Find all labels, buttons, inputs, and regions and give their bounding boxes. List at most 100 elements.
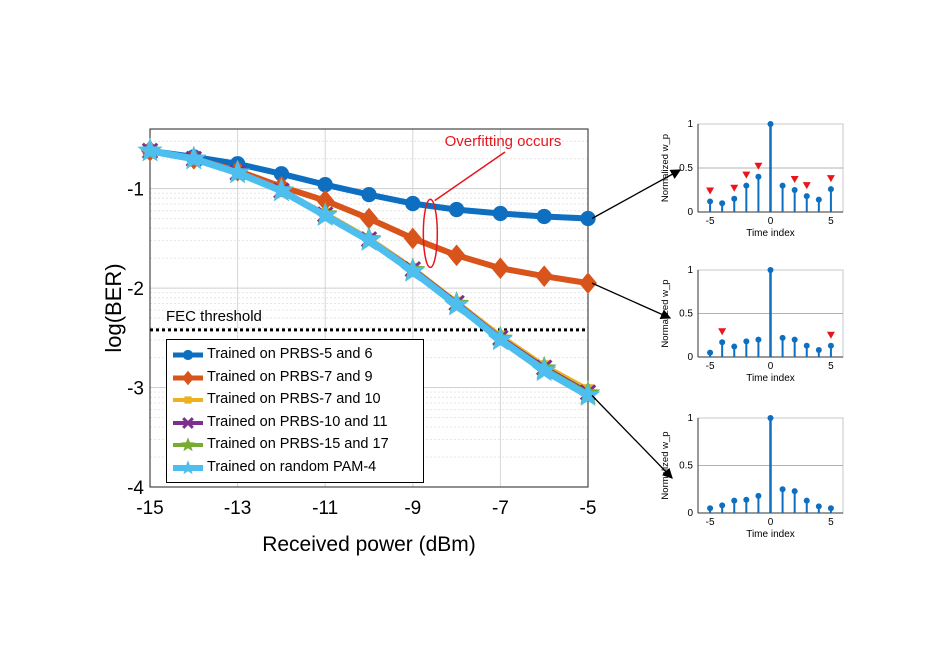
inset-y-label: Normalized w_p bbox=[660, 431, 671, 499]
inset-y-tick: 1 bbox=[687, 119, 693, 130]
inset-stem-head bbox=[827, 342, 834, 349]
inset-stem-head bbox=[767, 415, 774, 421]
legend-entry: Trained on PRBS-5 and 6 bbox=[167, 345, 423, 367]
series-point bbox=[225, 159, 250, 184]
inset-y-label: Normalized w_p bbox=[660, 134, 671, 202]
inset-stem-head bbox=[779, 182, 786, 189]
series-point bbox=[531, 357, 557, 382]
inset-y-tick: 0 bbox=[687, 207, 693, 218]
inset-y-tick: 0.5 bbox=[679, 461, 693, 472]
series-point bbox=[273, 166, 290, 182]
y-tick-label: -2 bbox=[127, 279, 144, 300]
series-point bbox=[448, 201, 465, 218]
callout-arrow bbox=[591, 282, 672, 320]
series-point bbox=[447, 244, 466, 267]
legend-swatch-marker bbox=[180, 437, 196, 452]
inset-y-tick: 0.5 bbox=[679, 309, 693, 320]
y-axis-label: log(BER) bbox=[101, 263, 126, 352]
fec-threshold-label: FEC threshold bbox=[166, 308, 262, 325]
inset-stem-head bbox=[719, 502, 726, 509]
legend: Trained on PRBS-5 and 6 Trained on PRBS-7… bbox=[166, 339, 424, 483]
y-tick-label: -4 bbox=[127, 478, 144, 499]
x-tick-label: -11 bbox=[312, 498, 338, 519]
legend-swatch bbox=[173, 349, 203, 361]
inset-stem-head bbox=[731, 195, 738, 202]
overfitting-label: Overfitting occurs bbox=[445, 133, 562, 150]
series-point bbox=[356, 227, 382, 251]
inset-stem-head bbox=[815, 347, 822, 354]
inset-triangle-marker bbox=[802, 182, 811, 190]
inset-stem-head bbox=[791, 187, 798, 193]
inset-y-tick: 0.5 bbox=[679, 163, 693, 174]
inset-stem-head bbox=[827, 186, 834, 193]
legend-label: Trained on random PAM-4 bbox=[207, 458, 377, 475]
inset-chart-3: -5 0 5 0 0.5 1 Time index Normalized w_p bbox=[660, 413, 844, 540]
inset-stem-head bbox=[719, 339, 726, 346]
inset-triangle-marker bbox=[754, 162, 763, 170]
inset-triangle-marker bbox=[718, 328, 727, 336]
inset-y-tick: 0 bbox=[687, 352, 693, 363]
inset-x-tick: 0 bbox=[768, 517, 774, 528]
inset-x-tick: -5 bbox=[706, 216, 715, 227]
inset-stem-head bbox=[791, 488, 798, 495]
inset-stem-head bbox=[815, 196, 822, 203]
series-point bbox=[579, 272, 597, 294]
inset-triangle-marker bbox=[730, 184, 739, 192]
inset-charts: -5 0 5 0 0.5 1 Time index Normalized w_p -5 0 5 0 0.… bbox=[660, 119, 844, 540]
inset-stem-head bbox=[779, 334, 786, 341]
legend-swatch-marker bbox=[182, 370, 194, 385]
inset-chart-1: -5 0 5 0 0.5 1 Time index Normalized w_p bbox=[660, 119, 844, 239]
inset-triangle-marker bbox=[706, 187, 715, 195]
legend-swatch bbox=[173, 396, 203, 404]
series-point bbox=[536, 208, 552, 225]
inset-stem-head bbox=[755, 173, 762, 180]
legend-label: Trained on PRBS-15 and 17 bbox=[207, 436, 389, 452]
legend-swatch bbox=[173, 459, 203, 474]
series-point bbox=[400, 258, 426, 282]
legend-swatch-marker bbox=[184, 396, 192, 404]
series-point bbox=[181, 145, 207, 170]
inset-stem-head bbox=[767, 121, 774, 127]
legend-swatch bbox=[173, 416, 203, 429]
inset-x-label: Time index bbox=[746, 529, 795, 540]
inset-stem-head bbox=[731, 343, 738, 350]
series-point bbox=[312, 202, 338, 226]
inset-stem-head bbox=[743, 496, 750, 503]
inset-x-tick: 0 bbox=[768, 361, 774, 372]
inset-stem-head bbox=[767, 267, 774, 273]
overfitting-pointer bbox=[434, 151, 506, 202]
legend-swatch-marker bbox=[182, 416, 194, 429]
inset-x-tick: 0 bbox=[768, 216, 774, 227]
plot-border bbox=[149, 128, 589, 488]
inset-triangle-marker bbox=[790, 176, 799, 183]
inset-stem-head bbox=[815, 503, 822, 510]
inset-y-tick: 1 bbox=[687, 265, 693, 276]
series-point bbox=[403, 227, 422, 250]
inset-stem-head bbox=[707, 505, 714, 512]
inset-x-tick: 5 bbox=[828, 361, 834, 372]
series-point bbox=[317, 177, 333, 193]
inset-stem-head bbox=[743, 182, 750, 189]
legend-swatch bbox=[173, 370, 203, 385]
y-tick-label: -1 bbox=[127, 180, 144, 201]
inset-triangle-marker bbox=[826, 331, 835, 339]
x-tick-label: -5 bbox=[580, 498, 597, 519]
series-point bbox=[580, 210, 596, 227]
main-series: Overfitting occurs bbox=[137, 133, 601, 406]
x-tick-label: -15 bbox=[136, 498, 163, 519]
inset-stem-head bbox=[779, 486, 786, 493]
inset-stem-head bbox=[803, 193, 810, 200]
inset-stem-head bbox=[803, 497, 810, 504]
inset-triangle-marker bbox=[826, 175, 835, 183]
series-point bbox=[137, 137, 163, 162]
series-point bbox=[444, 292, 469, 316]
legend-swatch-marker bbox=[180, 459, 196, 474]
legend-swatch-marker bbox=[182, 349, 194, 361]
series-point bbox=[405, 195, 421, 212]
inset-stem-head bbox=[743, 338, 750, 345]
callout-arrow bbox=[591, 169, 682, 220]
y-tick-label: -3 bbox=[127, 379, 144, 400]
inset-x-tick: -5 bbox=[706, 517, 715, 528]
main-axes: FEC threshold bbox=[149, 128, 589, 488]
